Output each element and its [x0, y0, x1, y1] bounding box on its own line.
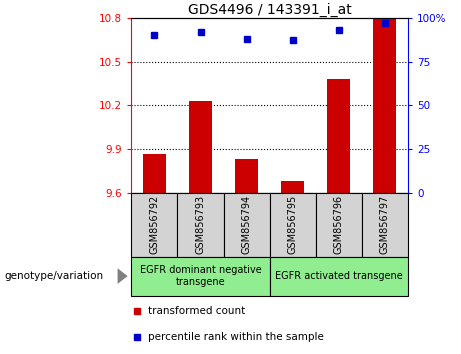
Text: EGFR dominant negative
transgene: EGFR dominant negative transgene	[140, 265, 261, 287]
Text: GSM856797: GSM856797	[380, 195, 390, 255]
Bar	[327, 79, 350, 193]
Bar	[373, 18, 396, 193]
Text: GSM856794: GSM856794	[242, 195, 252, 255]
Text: EGFR activated transgene: EGFR activated transgene	[275, 271, 403, 281]
Polygon shape	[118, 268, 128, 284]
Bar	[270, 193, 316, 257]
Title: GDS4496 / 143391_i_at: GDS4496 / 143391_i_at	[188, 2, 352, 17]
Bar	[316, 193, 362, 257]
Bar	[281, 181, 304, 193]
Bar	[143, 154, 166, 193]
Text: GSM856793: GSM856793	[195, 195, 206, 255]
Bar	[270, 257, 408, 296]
Bar	[131, 193, 177, 257]
Text: genotype/variation: genotype/variation	[5, 271, 104, 281]
Text: transformed count: transformed count	[148, 306, 245, 316]
Bar	[189, 101, 212, 193]
Text: percentile rank within the sample: percentile rank within the sample	[148, 332, 324, 342]
Text: GSM856795: GSM856795	[288, 195, 298, 255]
Text: GSM856792: GSM856792	[149, 195, 160, 255]
Bar	[131, 257, 270, 296]
Bar	[235, 159, 258, 193]
Bar	[177, 193, 224, 257]
Bar	[224, 193, 270, 257]
Text: GSM856796: GSM856796	[334, 195, 344, 255]
Bar	[362, 193, 408, 257]
